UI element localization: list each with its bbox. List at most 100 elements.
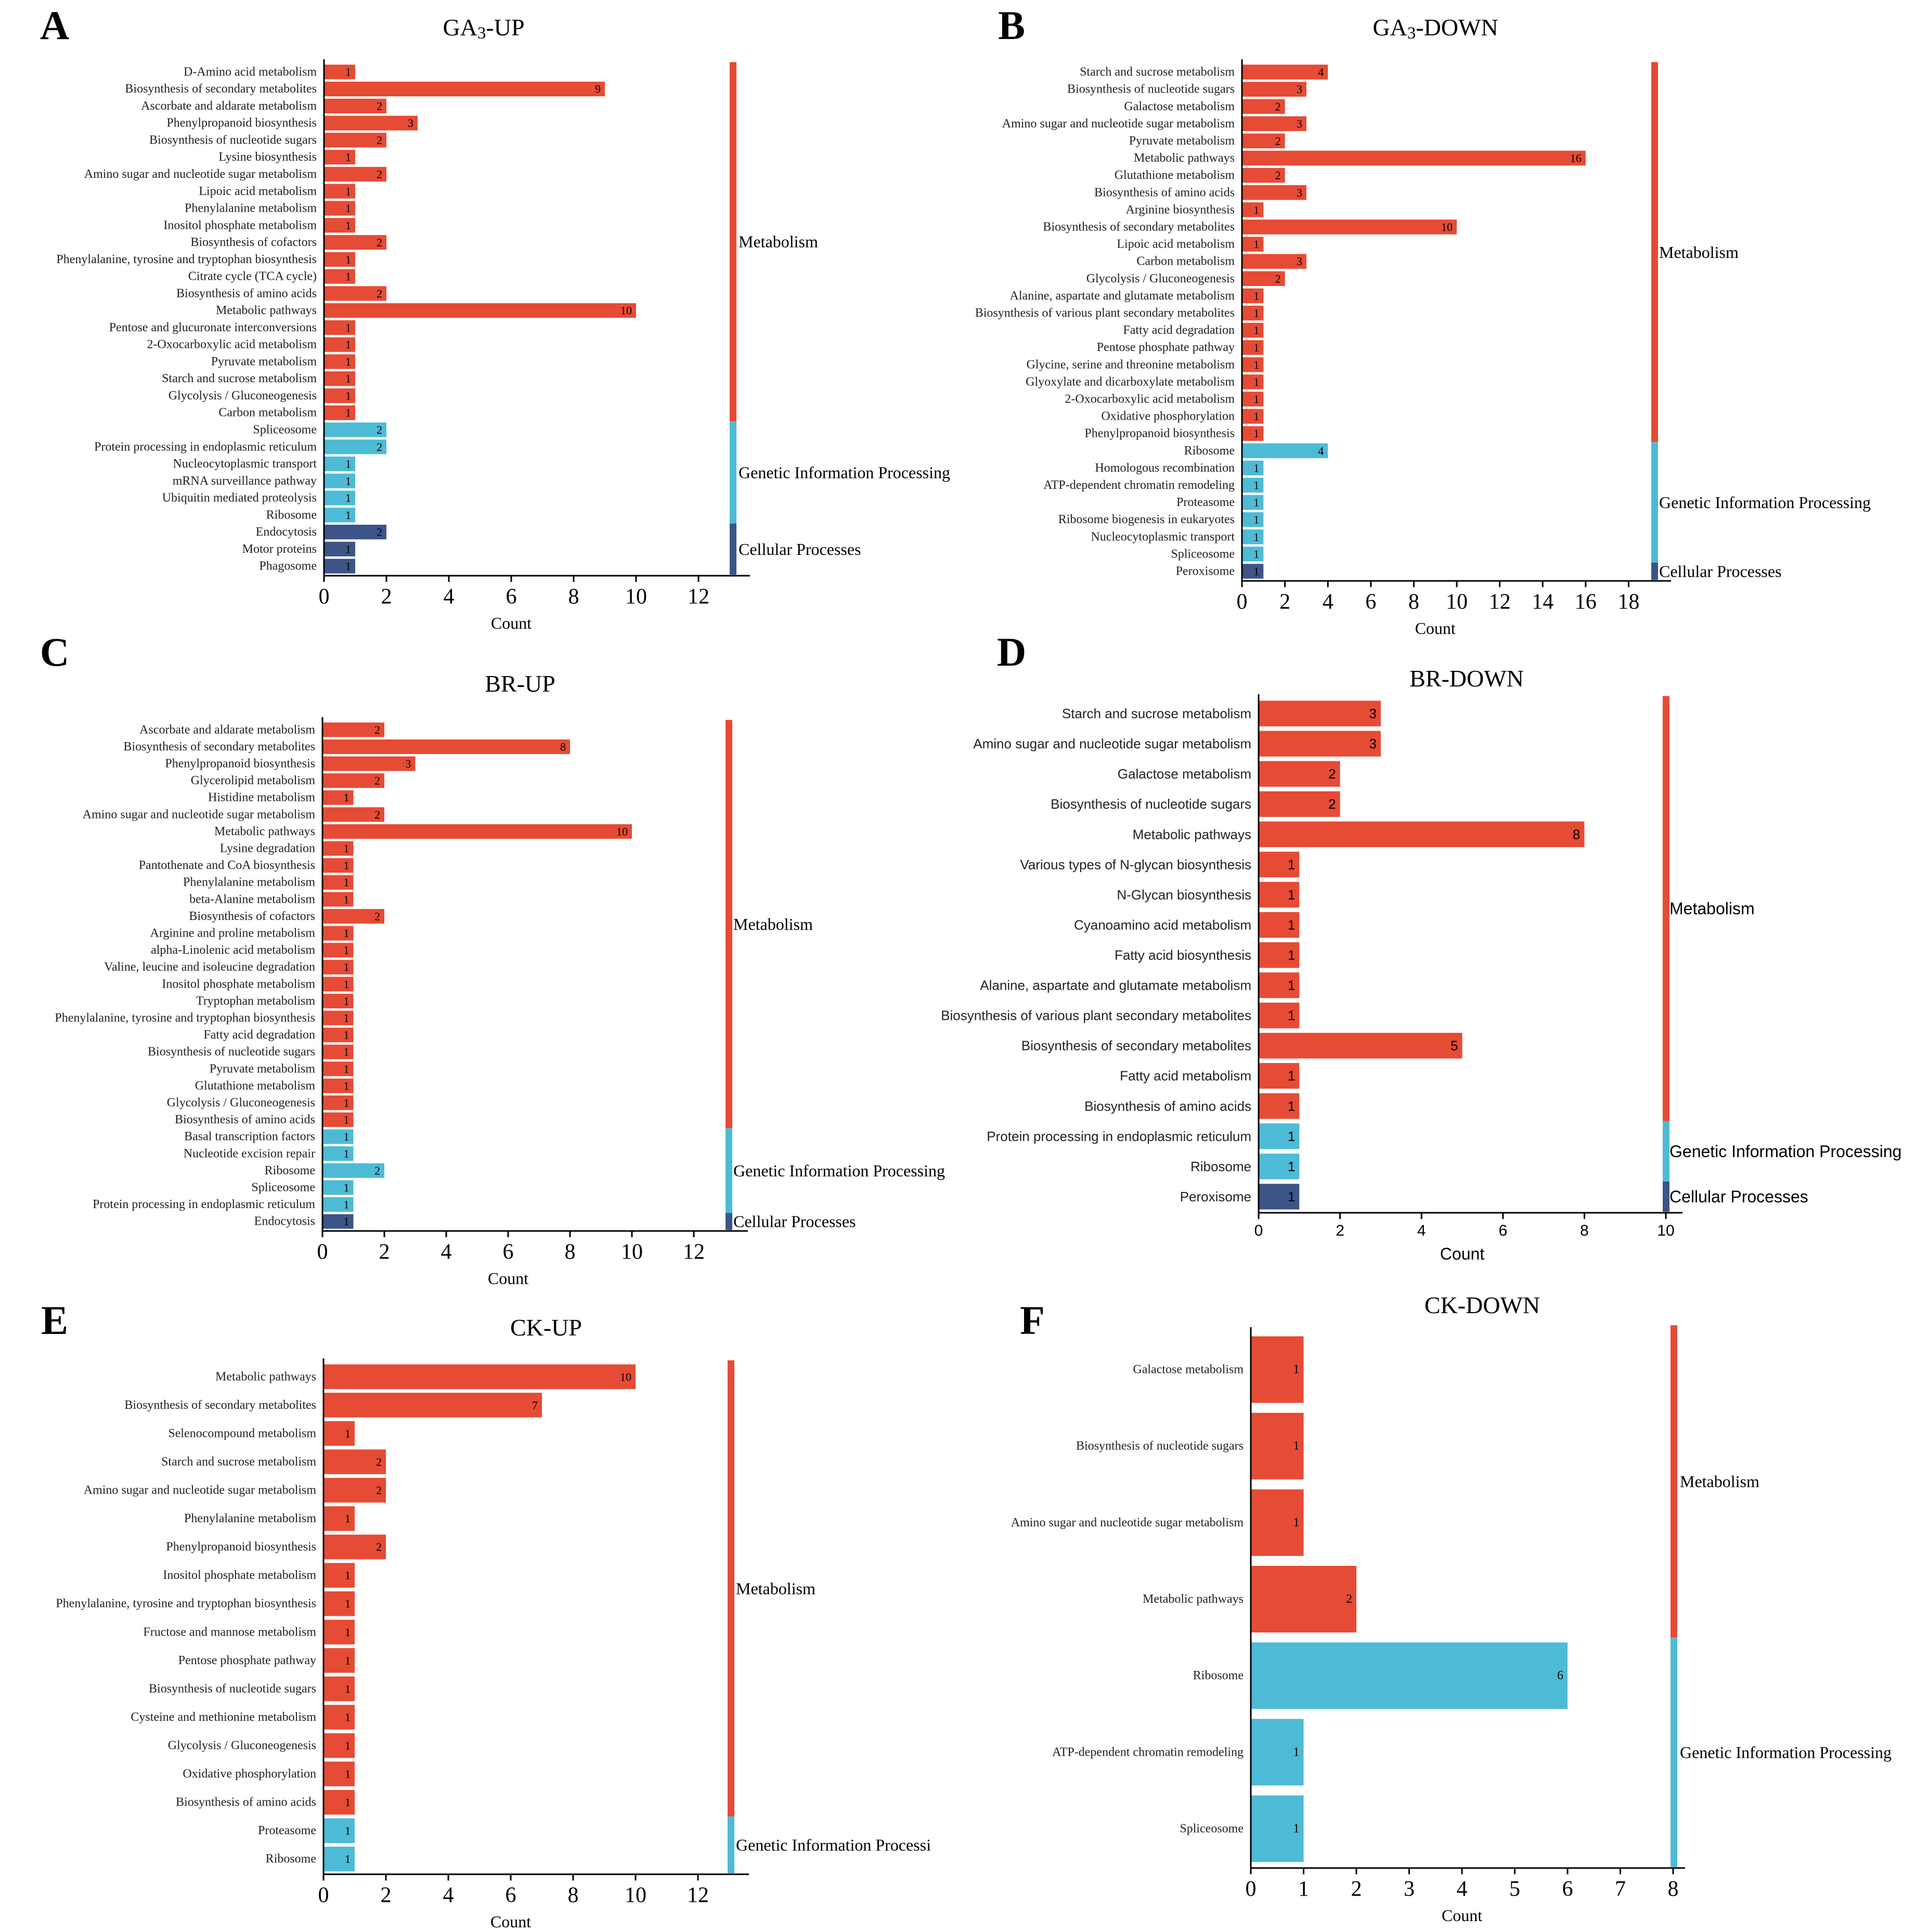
value-label: 1 xyxy=(1253,203,1259,216)
bar-phenylpropanoid-biosynthesis xyxy=(322,756,416,771)
bar-galactose-metabolism xyxy=(1251,1336,1304,1403)
category-strip-cellular-processes xyxy=(726,1213,732,1230)
value-label: 10 xyxy=(616,825,628,838)
bar-proteasome xyxy=(323,1818,355,1843)
value-label: 1 xyxy=(344,1147,349,1160)
category-strip-genetic-information-processing xyxy=(726,1128,732,1213)
value-label: 1 xyxy=(1253,341,1259,354)
category-group-label: Metabolism xyxy=(733,915,813,933)
bar-carbon-metabolism xyxy=(1242,254,1306,269)
category-label: Spliceosome xyxy=(251,1181,315,1195)
x-tick-label: 6 xyxy=(1562,1877,1573,1901)
value-label: 2 xyxy=(374,1164,380,1177)
category-label: Amino sugar and nucleotide sugar metabol… xyxy=(84,1484,317,1497)
bar-protein-processing-in-endoplasmic-reticulum xyxy=(324,439,386,455)
category-label: Galactose metabolism xyxy=(1133,1363,1244,1377)
x-axis-label: Count xyxy=(490,1912,531,1931)
x-tick-label: 4 xyxy=(444,585,455,609)
category-label: Galactose metabolism xyxy=(1118,766,1251,782)
value-label: 1 xyxy=(344,791,349,804)
category-label: Protein processing in endoplasmic reticu… xyxy=(93,1198,315,1211)
bar-ribosome xyxy=(323,1846,355,1872)
category-label: Pentose and glucuronate interconversions xyxy=(109,321,317,334)
category-strip-metabolism xyxy=(728,1360,734,1817)
bar-starch-and-sucrose-metabolism xyxy=(1242,64,1328,80)
category-label: mRNA surveillance pathway xyxy=(173,474,317,488)
bar-motor-proteins xyxy=(324,541,355,556)
value-label: 1 xyxy=(1288,948,1295,963)
category-label: Citrate cycle (TCA cycle) xyxy=(188,270,317,283)
x-tick-label: 2 xyxy=(1336,1222,1344,1239)
bar-galactose-metabolism xyxy=(1259,761,1340,787)
bar-pentose-and-glucuronate-interconversions xyxy=(324,320,355,335)
category-label: Protein processing in endoplasmic reticu… xyxy=(987,1129,1251,1144)
category-label: Inositol phosphate metabolism xyxy=(162,977,315,991)
bar-nucleotide-excision-repair xyxy=(322,1146,354,1161)
value-label: 1 xyxy=(345,542,351,555)
x-tick-label: 12 xyxy=(687,1884,709,1908)
value-label: 1 xyxy=(345,270,351,283)
value-label: 1 xyxy=(345,389,351,402)
bar-glycine-serine-and-threonine-metabolism xyxy=(1242,357,1264,372)
category-label: D-Amino acid metabolism xyxy=(184,65,317,79)
bar-spliceosome xyxy=(1251,1795,1304,1862)
x-tick-label: 2 xyxy=(381,585,392,609)
value-label: 4 xyxy=(1318,444,1324,457)
x-tick-label: 10 xyxy=(625,1884,646,1908)
bar-phenylpropanoid-biosynthesis xyxy=(324,115,418,131)
category-label: Pantothenate and CoA biosynthesis xyxy=(139,859,315,872)
value-label: 2 xyxy=(376,1455,382,1468)
panel-letter: E xyxy=(41,1298,68,1343)
chart-title: BR-UP xyxy=(485,670,555,697)
panel-a: A GA3-UPD-Amino acid metabolism 1Biosynthe… xyxy=(40,3,950,632)
category-label: Biosynthesis of nucleotide sugars xyxy=(148,1045,315,1059)
value-label: 1 xyxy=(1288,1159,1295,1174)
bar-atp-dependent-chromatin-remodeling xyxy=(1251,1719,1304,1786)
x-tick-label: 4 xyxy=(1417,1222,1426,1239)
category-label: Ribosome biogenesis in eukaryotes xyxy=(1058,513,1235,526)
bar-fatty-acid-biosynthesis xyxy=(1259,942,1300,968)
bar-ascorbate-and-aldarate-metabolism xyxy=(322,722,384,737)
bar-pantothenate-and-coa-biosynthesis xyxy=(322,858,354,873)
category-label: Tryptophan metabolism xyxy=(196,994,315,1008)
panel-letter: D xyxy=(997,629,1026,675)
bar-biosynthesis-of-amino-acids xyxy=(323,1790,355,1815)
value-label: 2 xyxy=(374,774,380,787)
category-label: Biosynthesis of amino acids xyxy=(1094,186,1235,199)
x-tick-label: 6 xyxy=(506,585,517,609)
bar-starch-and-sucrose-metabolism xyxy=(323,1449,386,1474)
bar-proteasome xyxy=(1242,495,1264,510)
value-label: 1 xyxy=(345,1852,351,1865)
category-label: Ubiquitin mediated proteolysis xyxy=(162,491,317,505)
bar-pentose-phosphate-pathway xyxy=(323,1648,355,1673)
category-label: Arginine and proline metabolism xyxy=(150,927,316,940)
category-label: Histidine metabolism xyxy=(208,791,315,805)
bar-biosynthesis-of-nucleotide-sugars xyxy=(323,1676,355,1702)
bar-ribosome-biogenesis-in-eukaryotes xyxy=(1242,512,1264,527)
bar-glycolysis-gluconeogenesis xyxy=(324,388,355,404)
bar-ribosome xyxy=(324,508,355,523)
bar-beta-alanine-metabolism xyxy=(322,892,354,907)
category-label: Biosynthesis of various plant secondary … xyxy=(941,1008,1251,1023)
bar-lysine-biosynthesis xyxy=(324,150,355,165)
category-label: Lysine biosynthesis xyxy=(218,150,317,164)
x-tick-label: 12 xyxy=(688,585,709,609)
bar-pentose-phosphate-pathway xyxy=(1242,340,1264,355)
value-label: 9 xyxy=(595,83,601,96)
category-label: Phenylpropanoid biosynthesis xyxy=(1084,427,1235,440)
x-tick-label: 10 xyxy=(621,1240,643,1264)
category-label: Proteasome xyxy=(258,1824,316,1837)
category-label: ATP-dependent chromatin remodeling xyxy=(1043,478,1235,492)
category-label: Arginine biosynthesis xyxy=(1125,203,1235,216)
panel-d: D BR-DOWN Starch and sucrose metabolism 3 Am… xyxy=(941,629,1901,1263)
category-label: Selenocompound metabolism xyxy=(168,1427,316,1440)
x-axis-label: Count xyxy=(1440,1244,1485,1263)
value-label: 2 xyxy=(1346,1592,1352,1606)
category-label: Biosynthesis of nucleotide sugars xyxy=(1051,796,1251,812)
value-label: 1 xyxy=(345,185,351,198)
value-label: 1 xyxy=(345,338,351,351)
category-label: Alanine, aspartate and glutamate metabol… xyxy=(980,978,1251,993)
panel-f: F CK-DOWN Galactose metabolism 1 Biosynthesi… xyxy=(1011,1292,1892,1925)
category-label: Pyruvate metabolism xyxy=(211,355,317,368)
x-tick-label: 6 xyxy=(1365,590,1376,614)
